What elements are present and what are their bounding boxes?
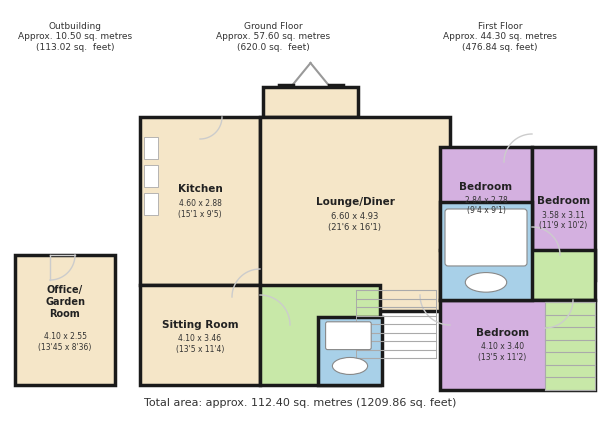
- Bar: [318, 317, 382, 385]
- Text: 6.60 x 4.93
(21'6 x 16'1): 6.60 x 4.93 (21'6 x 16'1): [329, 212, 382, 232]
- Text: 4.60 x 2.88
(15'1 x 9'5): 4.60 x 2.88 (15'1 x 9'5): [178, 199, 222, 219]
- Text: First Floor
Approx. 44.30 sq. metres
(476.84 sq. feet): First Floor Approx. 44.30 sq. metres (47…: [443, 22, 557, 52]
- Text: 4.10 x 2.55
(13'45 x 8'36): 4.10 x 2.55 (13'45 x 8'36): [38, 332, 92, 351]
- Bar: [532, 147, 595, 280]
- Bar: [260, 285, 380, 385]
- Text: Ground Floor
Approx. 57.60 sq. metres
(620.0 sq.  feet): Ground Floor Approx. 57.60 sq. metres (6…: [216, 22, 330, 52]
- Bar: [144, 165, 158, 187]
- Bar: [545, 302, 595, 390]
- Bar: [260, 117, 450, 311]
- Bar: [140, 117, 260, 285]
- Text: Bedroom: Bedroom: [476, 328, 529, 338]
- Bar: [15, 255, 115, 385]
- Text: Bedroom: Bedroom: [537, 196, 590, 206]
- Text: Total area: approx. 112.40 sq. metres (1209.86 sq. feet): Total area: approx. 112.40 sq. metres (1…: [144, 398, 456, 408]
- Bar: [263, 87, 358, 117]
- Bar: [440, 147, 532, 250]
- Bar: [440, 300, 595, 390]
- Text: 4.10 x 3.46
(13'5 x 11'4): 4.10 x 3.46 (13'5 x 11'4): [176, 334, 224, 354]
- Bar: [140, 285, 260, 385]
- Bar: [440, 250, 595, 300]
- Text: Sitting Room: Sitting Room: [161, 320, 238, 330]
- Bar: [356, 290, 436, 358]
- Bar: [144, 137, 158, 159]
- Ellipse shape: [466, 273, 506, 292]
- Text: 3.58 x 3.11
(11'9 x 10'2): 3.58 x 3.11 (11'9 x 10'2): [539, 211, 587, 230]
- Text: Outbuilding
Approx. 10.50 sq. metres
(113.02 sq.  feet): Outbuilding Approx. 10.50 sq. metres (11…: [18, 22, 132, 52]
- Text: 4.10 x 3.40
(13'5 x 11'2): 4.10 x 3.40 (13'5 x 11'2): [478, 342, 527, 362]
- FancyBboxPatch shape: [445, 209, 527, 266]
- Bar: [440, 202, 532, 300]
- Bar: [144, 193, 158, 215]
- FancyBboxPatch shape: [326, 322, 371, 350]
- Text: Bedroom: Bedroom: [460, 181, 512, 192]
- Text: Lounge/Diner: Lounge/Diner: [316, 197, 394, 207]
- Ellipse shape: [332, 357, 368, 374]
- Text: Office/
Garden
Room: Office/ Garden Room: [45, 285, 85, 318]
- Text: Kitchen: Kitchen: [178, 184, 223, 194]
- Text: 2.84 x 2.78
(9'4 x 9'1): 2.84 x 2.78 (9'4 x 9'1): [464, 196, 508, 215]
